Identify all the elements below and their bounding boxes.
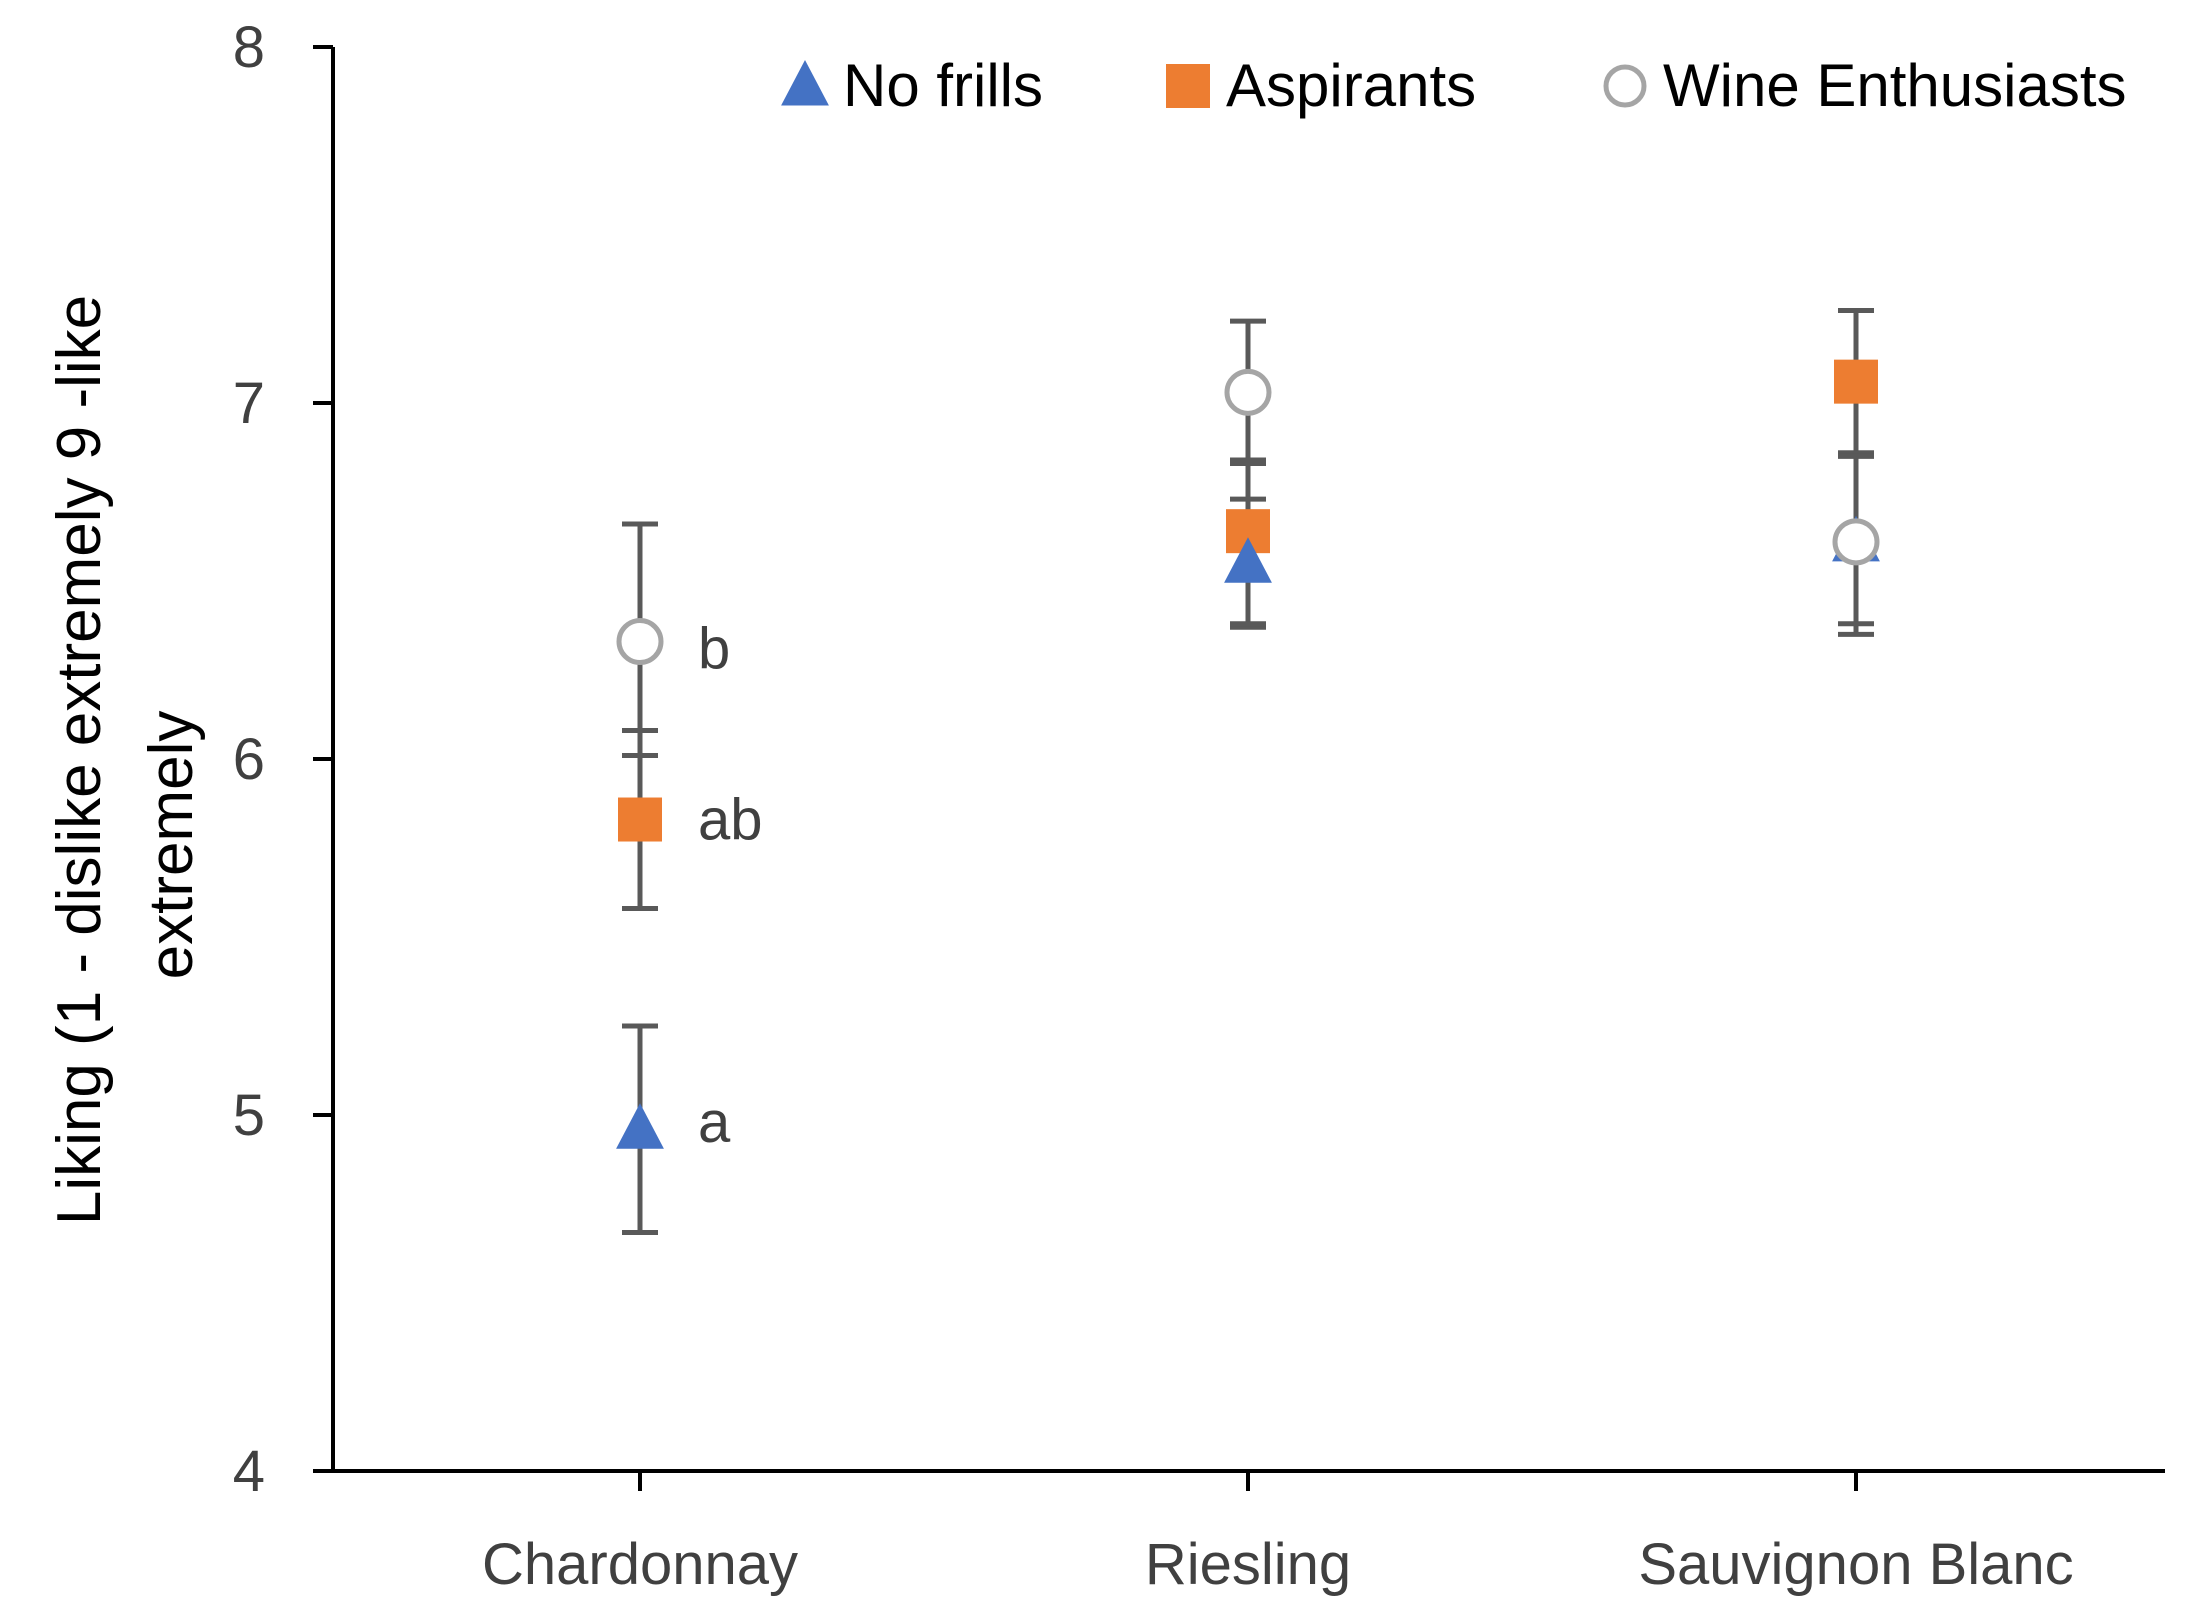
significance-letter: a (698, 1090, 731, 1155)
legend-label: No frills (843, 52, 1043, 119)
data-point-square (618, 797, 662, 842)
legend-label: Aspirants (1226, 52, 1476, 119)
significance-letter: b (698, 617, 730, 682)
y-axis-title: Liking (1 - dislike extremely 9 -like ext… (45, 295, 206, 1225)
legend-marker (1603, 64, 1647, 108)
legend-marker (781, 60, 829, 106)
y-tick-label: 6 (233, 727, 265, 792)
y-tick-label: 8 (233, 15, 265, 80)
plot-area: b ab a (616, 307, 1880, 1235)
data-point-circle-open (1224, 368, 1272, 416)
axes: 4 5 6 7 8 Chardonnay Riesling Sauvignon Blanc Li… (45, 15, 2165, 1597)
legend-marker (1166, 64, 1210, 108)
data-point-triangle (1224, 537, 1272, 583)
y-axis-title-line: extremely (137, 711, 206, 980)
x-tick-label: Sauvignon Blanc (1638, 1532, 2073, 1597)
legend-label: Wine Enthusiasts (1663, 52, 2127, 119)
significance-letter: ab (698, 788, 763, 853)
data-point-circle-open (616, 618, 664, 666)
x-tick-label: Chardonnay (482, 1532, 798, 1597)
y-tick-label: 5 (233, 1083, 265, 1148)
legend: No frills Aspirants Wine Enthusiasts (781, 52, 2127, 119)
y-tick-label: 4 (233, 1439, 265, 1504)
data-point-triangle (616, 1103, 664, 1149)
data-point-square (1834, 359, 1878, 404)
y-tick-label: 7 (233, 371, 265, 436)
y-axis-title-line: Liking (1 - dislike extremely 9 -like (45, 295, 114, 1225)
x-tick-label: Riesling (1145, 1532, 1351, 1597)
data-point-circle-open (1832, 518, 1880, 566)
